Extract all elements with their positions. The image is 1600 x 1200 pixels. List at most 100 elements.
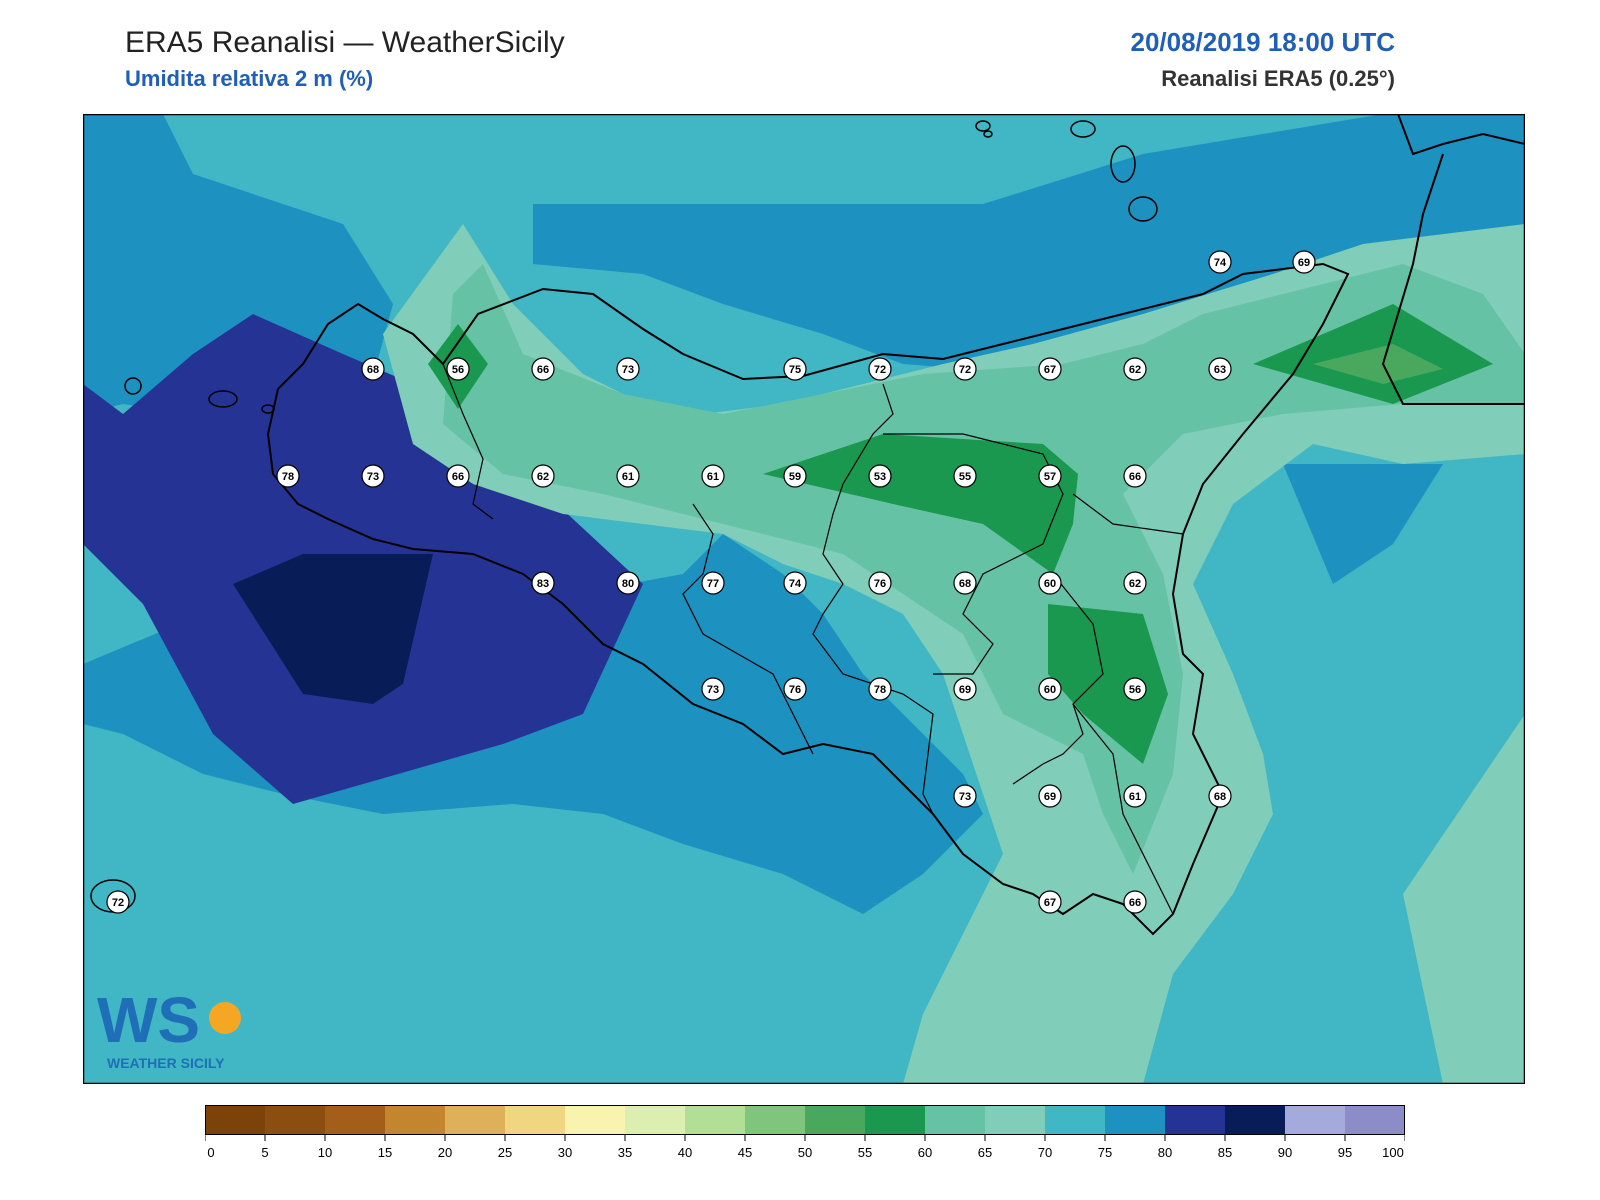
station-marker [783, 571, 807, 595]
station-value: 68 [959, 578, 971, 590]
station-marker [1123, 784, 1147, 808]
station-marker [361, 357, 385, 381]
station-marker [953, 677, 977, 701]
colorbar-tick-label: 90 [1278, 1145, 1292, 1160]
station-marker [446, 357, 470, 381]
station-value: 69 [1044, 791, 1056, 803]
province-border [1012, 573, 1104, 785]
station-value: 62 [1129, 364, 1141, 376]
station-marker [616, 571, 640, 595]
station-marker [783, 357, 807, 381]
map-subtitle: Umidita relativa 2 m (%) [125, 66, 374, 91]
colorbar-swatch [625, 1105, 685, 1135]
colorbar-tick-label: 100 [1382, 1145, 1404, 1160]
station-marker [446, 464, 470, 488]
station-marker [953, 784, 977, 808]
sun-icon [209, 1002, 241, 1034]
station-value: 66 [1129, 471, 1141, 483]
colorbar-tick-label: 15 [378, 1145, 392, 1160]
station-value: 73 [622, 364, 634, 376]
province-border [442, 363, 494, 520]
station-value: 69 [1298, 257, 1310, 269]
colorbar-swatch [445, 1105, 505, 1135]
colorbar-swatch [505, 1105, 565, 1135]
station-value: 75 [789, 364, 801, 376]
field-75-80-east [1283, 464, 1443, 584]
sicily-coastline [266, 262, 1350, 936]
colorbar-swatch [1105, 1105, 1165, 1135]
field-65-70-se [1403, 714, 1525, 1084]
colorbar-tick-label: 40 [678, 1145, 692, 1160]
colorbar-swatch [985, 1105, 1045, 1135]
province-border [883, 433, 1064, 675]
station-value: 74 [1214, 257, 1227, 269]
field-85-90 [233, 554, 433, 704]
station-marker [868, 677, 892, 701]
station-value: 67 [1044, 364, 1056, 376]
colorbar-swatch [1285, 1105, 1345, 1135]
station-marker [953, 464, 977, 488]
station-marker [616, 464, 640, 488]
colorbar-swatch [385, 1105, 445, 1135]
colorbar-tick-label: 20 [438, 1145, 452, 1160]
station-marker [953, 571, 977, 595]
source-label: Reanalisi ERA5 (0.25°) [1161, 66, 1395, 91]
colorbar-swatch [1345, 1105, 1405, 1135]
station-marker [1123, 571, 1147, 595]
station-value: 72 [874, 364, 886, 376]
station-marker [1038, 890, 1062, 914]
colorbar-tick-label: 35 [618, 1145, 632, 1160]
map-title: ERA5 Reanalisi — WeatherSicily [125, 26, 565, 59]
colorbar-swatch [685, 1105, 745, 1135]
station-marker [1038, 571, 1062, 595]
station-marker [361, 464, 385, 488]
station-value: 78 [282, 471, 294, 483]
station-value: 73 [959, 791, 971, 803]
station-value: 72 [112, 897, 124, 909]
colorbar-tick-label: 30 [558, 1145, 572, 1160]
station-marker [1038, 784, 1062, 808]
colorbar-tick-label: 75 [1098, 1145, 1112, 1160]
weathersicily-logo: WS WEATHER SICILY [97, 984, 241, 1071]
station-value: 61 [1129, 791, 1141, 803]
station-marker [1208, 784, 1232, 808]
colorbar-frame [205, 1105, 1405, 1135]
station-marker [783, 464, 807, 488]
station-marker [1038, 677, 1062, 701]
colorbar-tick-label: 85 [1218, 1145, 1232, 1160]
station-value: 53 [874, 471, 886, 483]
station-marker [1038, 464, 1062, 488]
colorbar-tick-label: 45 [738, 1145, 752, 1160]
station-value: 66 [452, 471, 464, 483]
station-marker [106, 890, 130, 914]
colorbar-tick-label: 65 [978, 1145, 992, 1160]
station-value: 80 [622, 578, 634, 590]
station-value: 78 [874, 684, 886, 696]
aeolian-island [1110, 145, 1136, 183]
station-marker [701, 677, 725, 701]
station-markers: 68 56 66 73 75 72 72 67 62 63 78 73 66 62 61 61 59 53 55 57… [106, 250, 1316, 914]
station-value: 73 [707, 684, 719, 696]
colorbar-tick-label: 0 [207, 1145, 214, 1160]
station-value: 77 [707, 578, 719, 590]
station-marker [1123, 357, 1147, 381]
station-value: 74 [789, 578, 802, 590]
station-value: 69 [959, 684, 971, 696]
station-marker [1208, 357, 1232, 381]
egadi-island [208, 390, 238, 408]
colorbar-swatch [1165, 1105, 1225, 1135]
station-value: 62 [1129, 578, 1141, 590]
station-marker [783, 677, 807, 701]
station-value: 66 [537, 364, 549, 376]
province-border [1072, 493, 1184, 535]
aeolian-island [983, 130, 993, 138]
station-value: 63 [1214, 364, 1226, 376]
station-value: 61 [707, 471, 719, 483]
station-value: 66 [1129, 897, 1141, 909]
station-marker [1123, 890, 1147, 914]
colorbar: 0 5 10 15 20 25 30 35 40 45 50 55 60 65 70 75 80 85 90 95 10… [205, 1105, 1405, 1160]
province-border [1072, 703, 1174, 915]
colorbar-tick-label: 70 [1038, 1145, 1052, 1160]
colorbar-tick-label: 50 [798, 1145, 812, 1160]
station-value: 60 [1044, 578, 1056, 590]
